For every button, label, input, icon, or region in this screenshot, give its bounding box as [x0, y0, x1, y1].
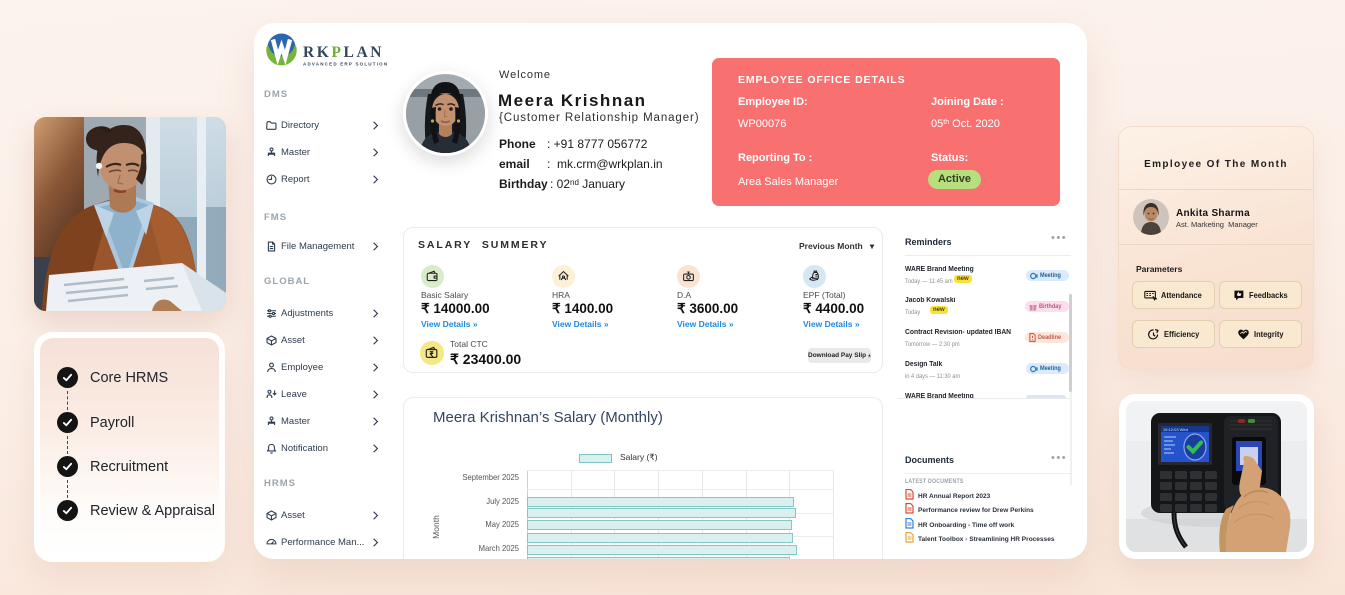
- svg-text:15:12:03 Wed: 15:12:03 Wed: [1163, 427, 1188, 432]
- svg-text:ADVANCED ERP SOLUTION: ADVANCED ERP SOLUTION: [303, 62, 388, 67]
- svg-text:P: P: [332, 44, 342, 61]
- svg-text:RK: RK: [303, 44, 331, 61]
- svg-text:LAN: LAN: [344, 44, 385, 61]
